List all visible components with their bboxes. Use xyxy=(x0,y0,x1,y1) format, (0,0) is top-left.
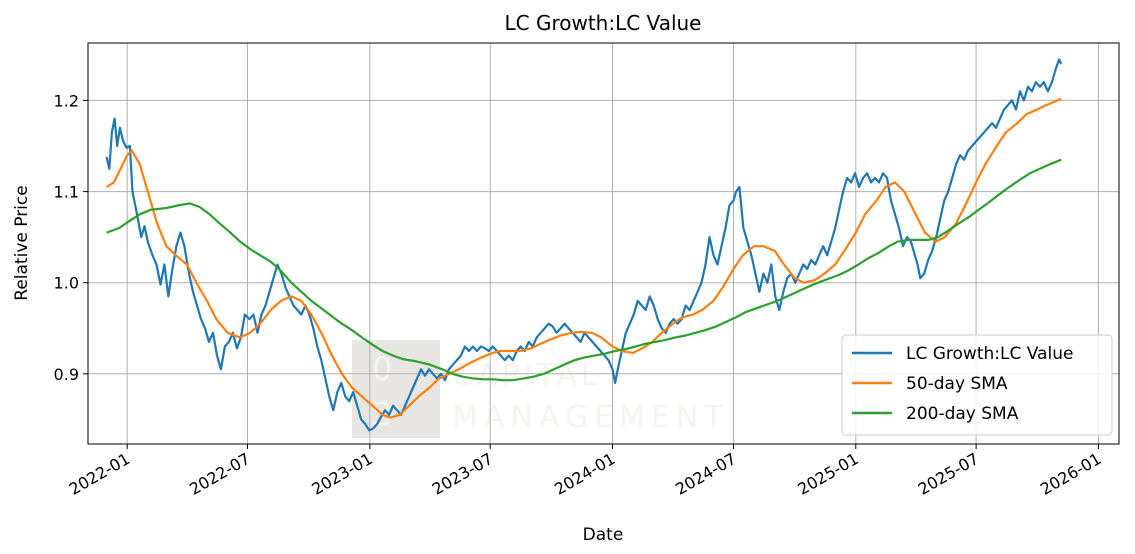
y-tick-label: 0.9 xyxy=(54,365,79,384)
series-line-50-day-sma xyxy=(106,97,1062,419)
x-axis-label: Date xyxy=(583,525,624,545)
y-tick-label: 1.2 xyxy=(54,91,79,110)
y-axis: 0.9 1.0 1.1 1.2 xyxy=(54,91,88,384)
watermark: 0 3 CAPITAL MANAGEMENT xyxy=(352,340,729,438)
chart-title: LC Growth:LC Value xyxy=(505,11,702,35)
y-tick-label: 1.1 xyxy=(54,183,79,202)
legend-box xyxy=(841,334,1113,436)
watermark-digit-top: 0 xyxy=(372,350,392,388)
series-line-200-day-sma xyxy=(106,158,1062,382)
watermark-word-capital: CAPITAL xyxy=(452,358,602,393)
plot-frame xyxy=(87,42,1120,445)
legend-label-lc-growth: LC Growth:LC Value xyxy=(906,344,1073,364)
series-layer xyxy=(105,58,1063,432)
legend-label-200-day-sma: 200-day SMA xyxy=(906,404,1019,424)
legend-label-50-day-sma: 50-day SMA xyxy=(906,374,1008,394)
legend: LC Growth:LC Value 50-day SMA 200-day SM… xyxy=(841,334,1113,436)
y-tick-label: 1.0 xyxy=(54,274,79,293)
y-axis-label: Relative Price xyxy=(12,185,32,300)
watermark-word-management: MANAGEMENT xyxy=(452,400,729,435)
series-line-lc-growth-lc-value xyxy=(105,58,1063,432)
